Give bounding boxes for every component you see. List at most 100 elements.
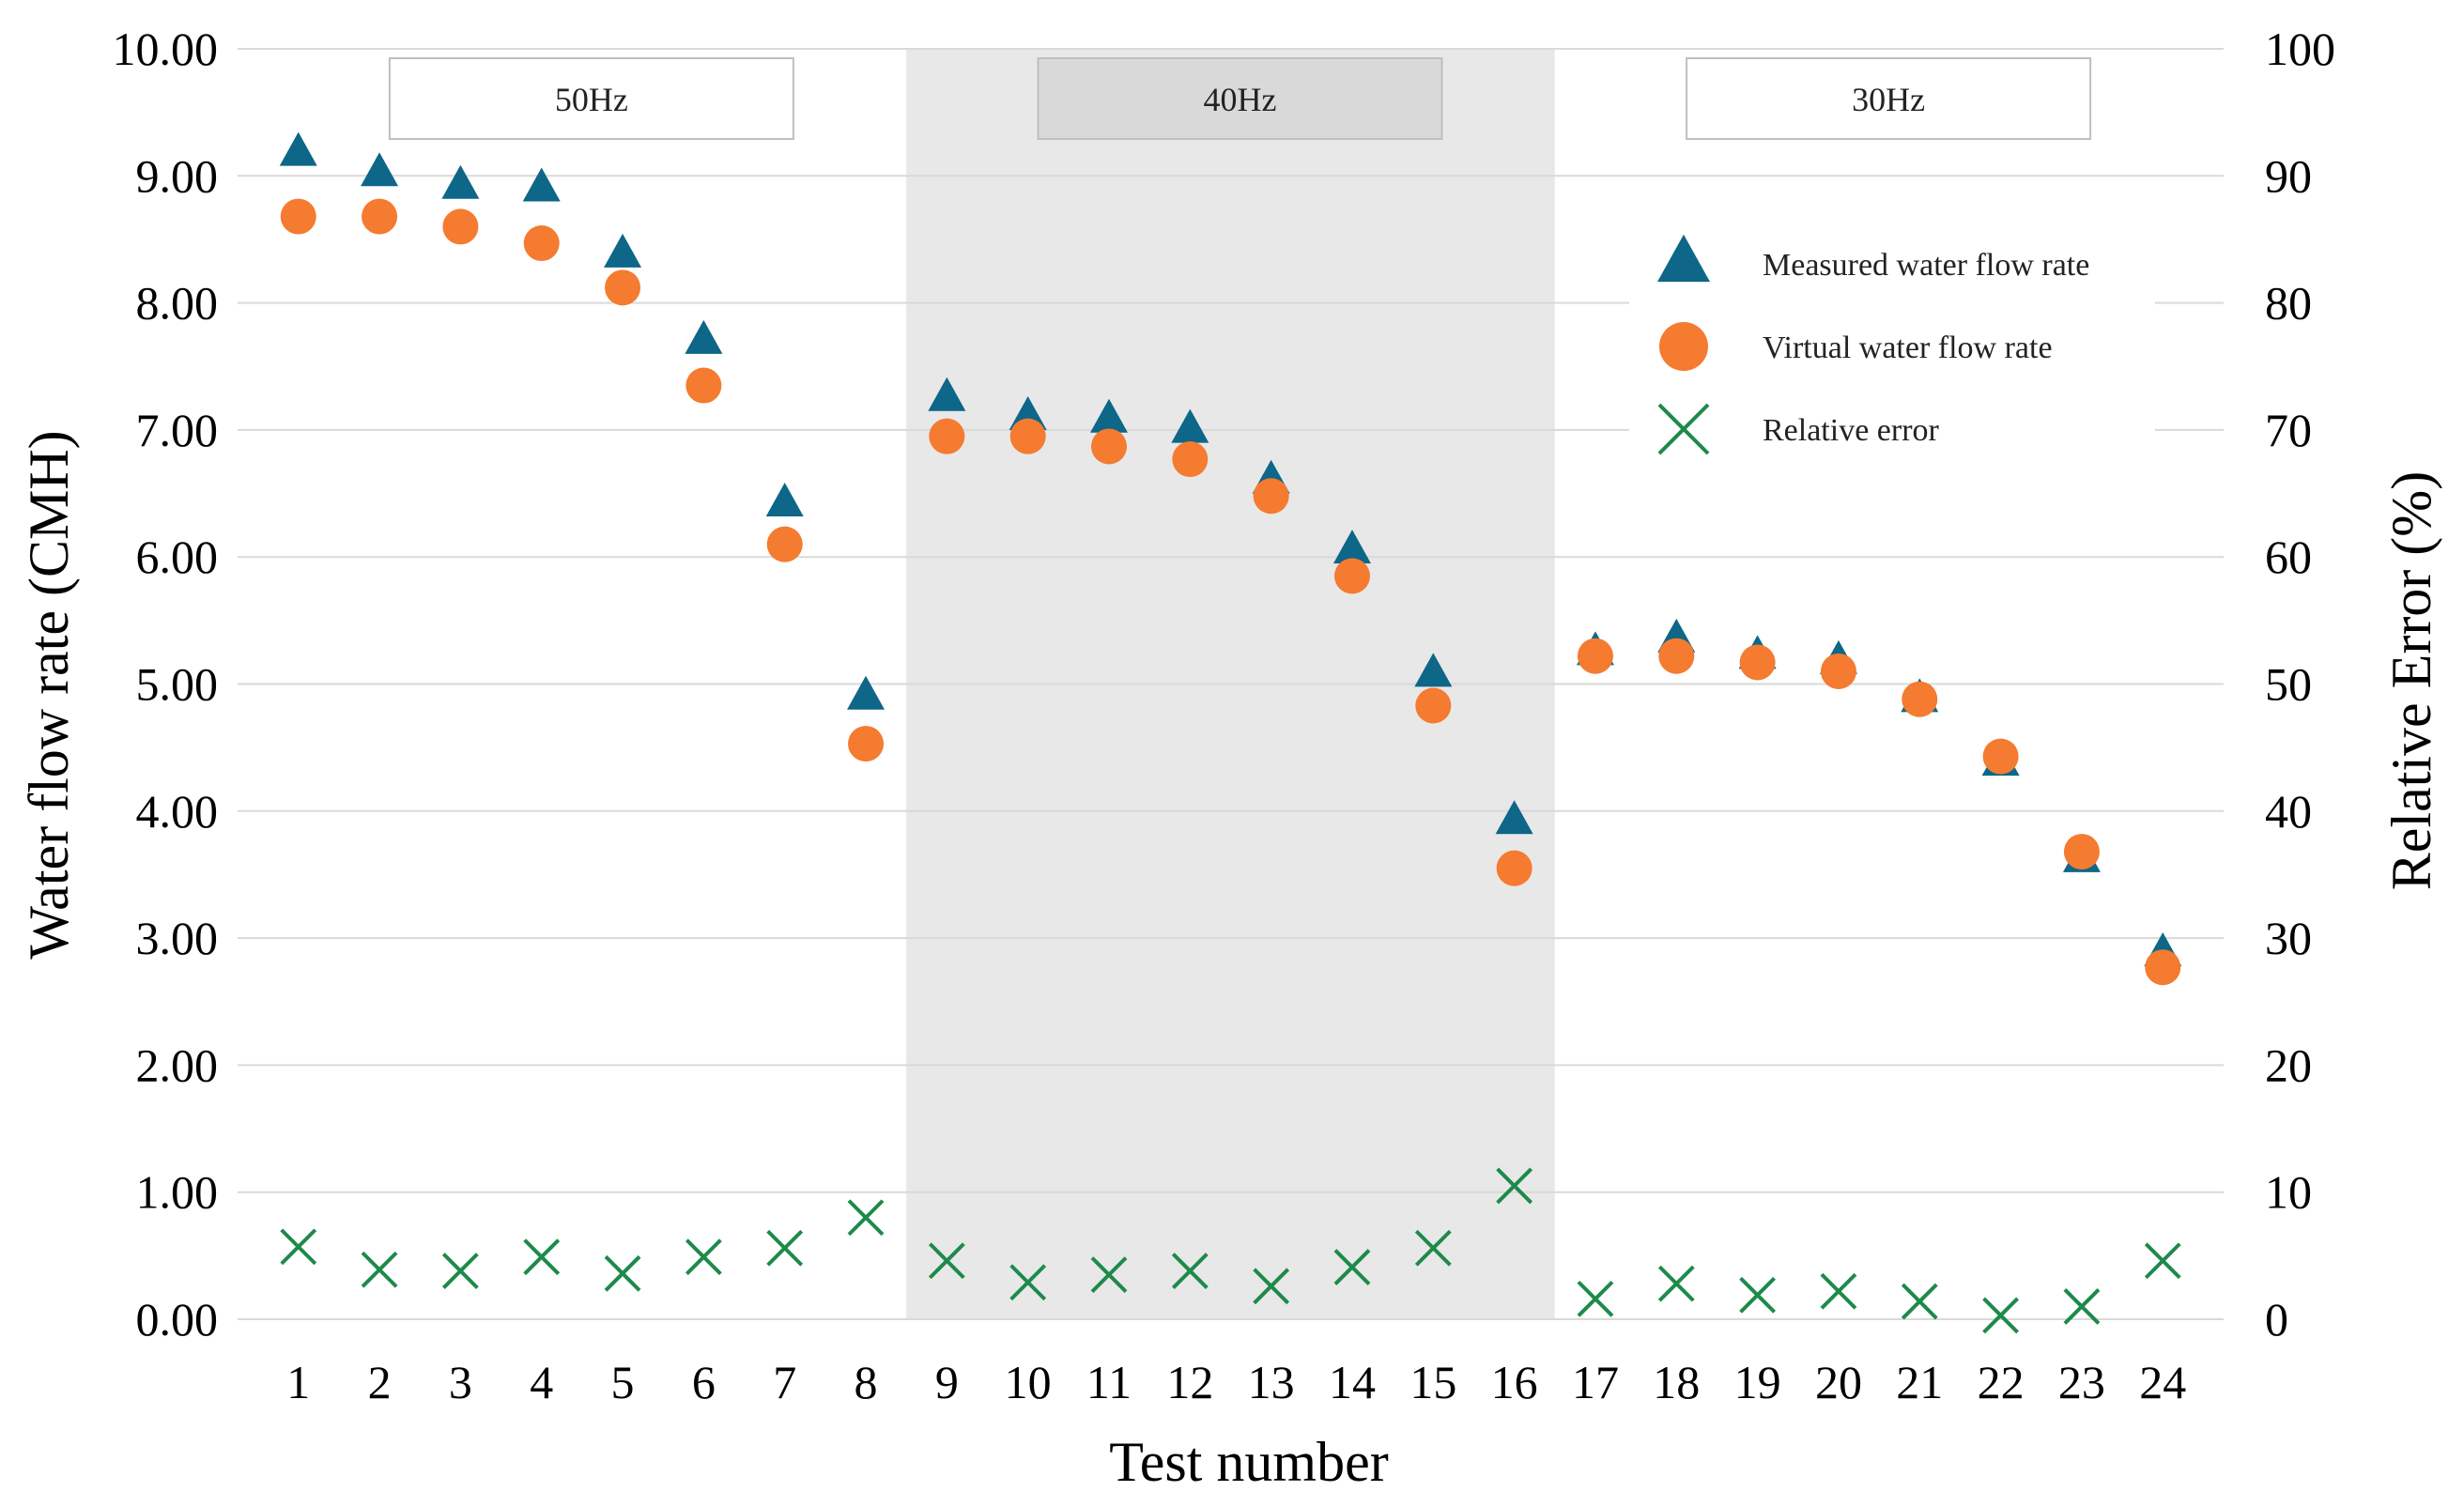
point-x-20 (1820, 1272, 1857, 1310)
point-x-6 (685, 1238, 722, 1276)
x-stroke (1577, 1280, 1614, 1317)
point-x-11 (1090, 1256, 1128, 1294)
y-tick-label: 8.00 (136, 277, 219, 330)
x-stroke (1657, 1265, 1695, 1302)
point-circle-20 (1820, 653, 1856, 689)
point-circle-23 (2063, 834, 2100, 870)
point-x-13 (1253, 1268, 1290, 1305)
point-triangle-9 (928, 377, 966, 411)
point-triangle-14 (1332, 530, 1371, 564)
point-triangle-6 (685, 319, 723, 354)
legend-label-2: Virtual water flow rate (1763, 331, 2053, 365)
x-tick-label: 16 (1491, 1356, 1538, 1408)
x-tick-label: 23 (2058, 1356, 2105, 1408)
x-tick-label: 21 (1896, 1356, 1943, 1408)
point-circle-14 (1333, 558, 1370, 594)
data-marks (279, 131, 2182, 1334)
point-x-12 (1171, 1253, 1209, 1290)
y2-axis-title: Relative Error (%) (2380, 471, 2442, 890)
y-tick-label: 2.00 (136, 1038, 219, 1091)
point-x-1 (280, 1228, 317, 1266)
region-label-0: 50Hz (555, 81, 628, 118)
point-x-23 (2063, 1288, 2101, 1325)
gridlines (238, 48, 2224, 1320)
y2-tick-label: 70 (2265, 404, 2312, 456)
point-circle-7 (766, 526, 803, 562)
x-stroke (1820, 1272, 1857, 1310)
y2-tick-label: 0 (2265, 1293, 2288, 1346)
point-x-7 (766, 1229, 804, 1267)
point-triangle-4 (522, 167, 561, 202)
region-label-1: 40Hz (1204, 81, 1277, 118)
point-triangle-2 (361, 152, 399, 187)
x-tick-label: 10 (1005, 1356, 1052, 1408)
point-x-3 (441, 1253, 479, 1290)
region-label-2: 30Hz (1852, 81, 1925, 118)
x-tick-label: 22 (1978, 1356, 2025, 1408)
x-stroke (2144, 1242, 2181, 1280)
legend-marker-triangle (1657, 234, 1710, 283)
y-tick-label: 4.00 (136, 785, 219, 838)
x-stroke (1009, 1264, 1047, 1301)
x-tick-label: 4 (530, 1356, 553, 1408)
x-tick-label: 9 (935, 1356, 959, 1408)
x-stroke (1333, 1249, 1371, 1285)
point-x-4 (523, 1238, 561, 1276)
x-tick-label: 15 (1409, 1356, 1456, 1408)
point-circle-12 (1172, 441, 1209, 478)
x-stroke (685, 1238, 722, 1276)
x-tick-label: 1 (286, 1356, 310, 1408)
point-x-21 (1901, 1283, 1938, 1320)
x-stroke (361, 1251, 398, 1288)
point-x-10 (1009, 1264, 1047, 1301)
legend-marker-x (1657, 403, 1710, 455)
x-tick-label: 14 (1329, 1356, 1376, 1408)
point-circle-5 (605, 269, 641, 306)
x-stroke (280, 1228, 317, 1266)
point-x-18 (1657, 1265, 1695, 1302)
y-tick-label: 0.00 (136, 1293, 219, 1346)
point-circle-11 (1091, 428, 1128, 465)
y-tick-label: 7.00 (136, 404, 219, 456)
x-stroke (441, 1253, 479, 1290)
x-stroke (1739, 1276, 1777, 1314)
y2-tick-label: 80 (2265, 277, 2312, 330)
x-stroke (1657, 403, 1710, 455)
point-circle-13 (1253, 478, 1289, 515)
y2-tick-label: 10 (2265, 1166, 2312, 1219)
region-labels: 50Hz 40Hz 30Hz (388, 57, 2092, 140)
point-circle-8 (848, 726, 885, 762)
x-tick-label: 7 (773, 1356, 796, 1408)
point-circle-21 (1902, 681, 1938, 717)
point-circle-6 (685, 367, 722, 404)
y2-tick-label: 40 (2265, 785, 2312, 838)
point-circle-9 (929, 418, 965, 454)
point-x-14 (1333, 1249, 1371, 1285)
x-stroke (928, 1242, 965, 1280)
y2-tick-label: 50 (2265, 658, 2312, 711)
point-circle-19 (1739, 644, 1776, 681)
x-tick-label: 24 (2139, 1356, 2186, 1408)
y2-tick-label: 60 (2265, 531, 2312, 583)
x-tick-label: 18 (1653, 1356, 1700, 1408)
point-circle-24 (2145, 949, 2181, 986)
point-circle-10 (1009, 418, 1046, 454)
y-tick-label: 1.00 (136, 1166, 219, 1219)
point-x-2 (361, 1251, 398, 1288)
x-tick-label: 6 (692, 1356, 716, 1408)
y-tick-label: 9.00 (136, 149, 219, 202)
x-stroke (847, 1199, 885, 1237)
point-circle-4 (523, 225, 560, 262)
point-triangle-3 (441, 164, 480, 199)
point-x-22 (1982, 1297, 2020, 1334)
point-circle-1 (280, 198, 316, 235)
x-stroke (523, 1238, 561, 1276)
point-x-24 (2144, 1242, 2181, 1280)
region-label-box-0 (388, 57, 794, 140)
y-tick-label: 3.00 (136, 912, 219, 964)
x-tick-label: 12 (1166, 1356, 1213, 1408)
point-x-5 (604, 1254, 641, 1292)
x-stroke (1253, 1268, 1290, 1305)
point-x-19 (1739, 1276, 1777, 1314)
